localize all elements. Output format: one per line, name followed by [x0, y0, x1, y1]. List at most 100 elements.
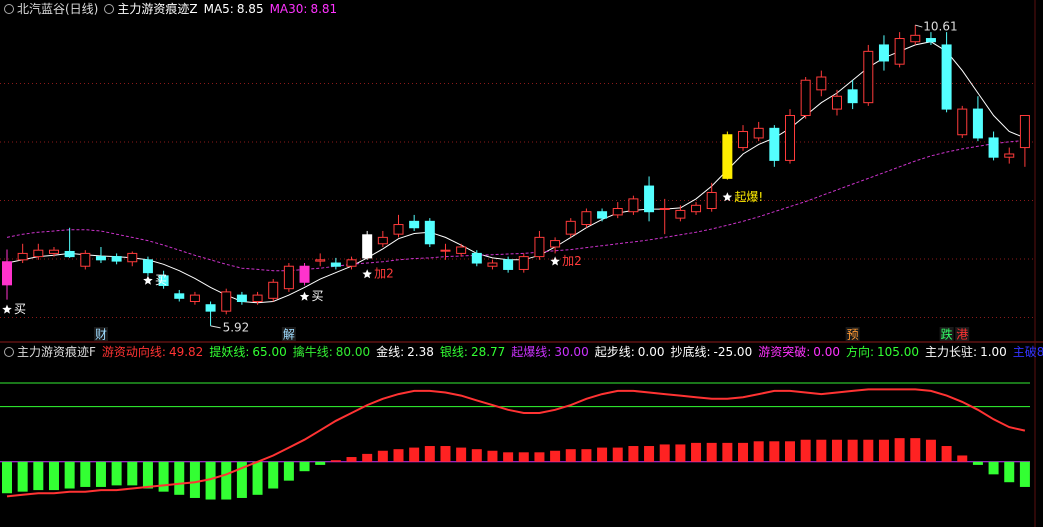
oscillator-bar [346, 457, 357, 462]
oscillator-bar [738, 442, 749, 462]
item-value: 80.00 [335, 345, 371, 359]
signal-label: 买 [14, 302, 26, 316]
item-name: 方向: [845, 345, 875, 359]
oscillator-bar [628, 446, 639, 462]
item-name: 游资突破: [758, 345, 811, 359]
candle-body [534, 236, 545, 258]
icon [104, 4, 115, 14]
candle-body [33, 249, 44, 258]
oscillator-bar [565, 449, 576, 462]
event-marker-bg [845, 327, 860, 341]
icon [4, 347, 14, 357]
signal-star [299, 291, 310, 301]
oscillator-bar [221, 461, 232, 500]
oscillator-bar [612, 447, 623, 462]
oscillator-bar [753, 441, 764, 462]
candle-body [612, 208, 623, 216]
candle-body [659, 208, 670, 211]
item-value: -25.00 [713, 345, 753, 359]
candle-body [769, 127, 780, 161]
item-name: 主破80 [1012, 345, 1043, 359]
candle-body [957, 108, 968, 136]
item-name: 抄底线: [670, 345, 711, 359]
candle-body [753, 127, 764, 139]
candle-body [1004, 153, 1015, 158]
event-marker: 预 [847, 328, 859, 342]
oscillator-bar [894, 438, 905, 462]
signal-star [362, 269, 372, 279]
oscillator-bar [377, 450, 388, 462]
item-value: 49.82 [168, 345, 204, 359]
candle-body [847, 89, 858, 104]
candle-body [174, 293, 185, 299]
oscillator-bar [127, 461, 138, 486]
signal-label: 起爆! [734, 190, 763, 204]
signal-star [550, 256, 560, 266]
candle-body [299, 265, 310, 283]
signal-label: 买 [155, 273, 167, 287]
oscillator-bar [205, 461, 216, 500]
candle-body [565, 220, 576, 235]
candle-body [691, 204, 702, 213]
event-marker: 财 [95, 328, 107, 342]
oscillator-bar [2, 461, 12, 494]
oscillator-bar [878, 439, 889, 462]
oscillator-bar [910, 438, 921, 462]
item-value: 1.00 [980, 345, 1007, 359]
candle-body [831, 95, 842, 110]
candle-body [48, 249, 59, 254]
candle-body [189, 294, 200, 303]
oscillator-bar [691, 442, 702, 462]
oscillator-bar [988, 461, 999, 475]
candle-body [456, 246, 467, 254]
signal-label: 加2 [374, 267, 394, 281]
min-price-label: 5.92 [223, 320, 250, 334]
event-marker-bg [955, 327, 970, 341]
oscillator-bar [534, 452, 545, 462]
candle-body [503, 259, 514, 270]
oscillator-bar [362, 453, 373, 462]
oscillator-bar [142, 461, 153, 489]
event-marker-bg [939, 327, 954, 341]
legend-value: 8.81 [310, 2, 338, 16]
candle-body [64, 250, 75, 258]
stock-title: 北汽蓝谷(日线) [17, 2, 99, 16]
oscillator-bar [80, 461, 91, 487]
oscillator-bar [816, 439, 827, 462]
max-price-label: 10.61 [923, 20, 957, 34]
event-marker-bg [93, 327, 108, 341]
legend-value: 8.85 [236, 2, 264, 16]
oscillator-bar [581, 449, 592, 462]
oscillator-bar [597, 447, 608, 462]
item-value: 0.00 [813, 345, 840, 359]
price-header: 北汽蓝谷(日线) 主力游资痕迹Z MA5: 8.85 MA30: 8.81 [4, 1, 343, 17]
candle-body [644, 185, 655, 213]
candle-body [409, 220, 420, 229]
oscillator-bar [503, 452, 514, 462]
item-value: 2.38 [407, 345, 434, 359]
ma-line [6, 41, 1026, 304]
oscillator-bar [518, 452, 529, 462]
candle-body [800, 79, 811, 116]
candle-body [471, 252, 482, 264]
oscillator-bar [48, 461, 59, 491]
oscillator-bar [550, 450, 561, 462]
candle-body [252, 294, 263, 303]
oscillator-bar [189, 461, 200, 498]
candle-body [738, 131, 749, 149]
oscillator-bar [268, 461, 279, 489]
oscillator-bar [440, 446, 451, 462]
candle-body [236, 294, 247, 303]
candle-body [988, 137, 999, 158]
oscillator-bar [456, 447, 467, 462]
signal-star [143, 275, 153, 285]
candle-body [941, 44, 952, 110]
event-marker: 解 [283, 328, 295, 342]
oscillator-bar [1004, 461, 1015, 483]
signal-label: 买 [312, 289, 324, 303]
item-name: 金线: [376, 345, 405, 359]
candle-body [581, 211, 592, 226]
item-name: 起步线: [594, 345, 635, 359]
